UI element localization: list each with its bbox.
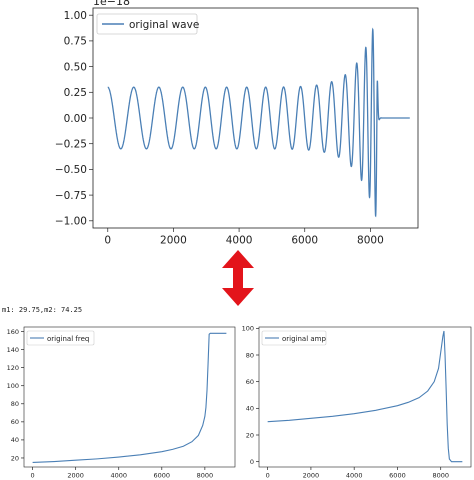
wave-ytick-label: 0.50 <box>64 61 87 73</box>
wave-ytick-label: 1.00 <box>64 10 87 22</box>
wave-xtick-label: 0 <box>104 235 111 247</box>
freq-series-line <box>32 332 227 464</box>
amp-ytick-label: 80 <box>246 351 254 359</box>
amp-ytick-label: 40 <box>246 405 254 413</box>
wave-legend: original wave <box>96 13 199 35</box>
freq-ytick-label: 20 <box>11 454 19 462</box>
wave-ytick-label: 0.00 <box>64 113 87 125</box>
amp-legend: original amp <box>261 330 326 346</box>
amp-plot-frame <box>258 326 472 468</box>
amp-legend-label: original amp <box>282 335 326 343</box>
freq-xtick-label: 6000 <box>154 472 171 480</box>
freq-ytick-label: 60 <box>11 418 19 426</box>
freq-chart: 20 40 60 80 100 120 140 160 0 2000 4000 6000 8000 o… <box>7 326 236 480</box>
amp-series-line <box>267 330 463 463</box>
amp-xtick-label: 8000 <box>432 472 449 480</box>
wave-xtick-label: 6000 <box>291 235 318 247</box>
amp-chart: 0 20 40 60 80 100 0 2000 4000 6000 8000 original … <box>242 325 472 480</box>
freq-plot-frame <box>23 326 236 468</box>
freq-ytick-label: 100 <box>7 382 19 390</box>
amp-xtick-label: 4000 <box>346 472 363 480</box>
wave-ytick-label: −1.00 <box>55 216 87 228</box>
wave-ytick-label: −0.25 <box>55 138 87 150</box>
freq-xtick-label: 0 <box>31 472 35 480</box>
freq-ytick-label: 80 <box>11 400 19 408</box>
freq-legend-label: original freq <box>47 335 89 343</box>
freq-xtick-label: 8000 <box>197 472 214 480</box>
wave-xtick-label: 2000 <box>160 235 187 247</box>
amp-xtick-label: 6000 <box>389 472 406 480</box>
wave-xtick-label: 8000 <box>357 235 384 247</box>
wave-chart: 1.00 0.75 0.50 0.25 0.00 −0.25 −0.50 −0.75 −1.00… <box>55 0 419 247</box>
amp-ytick-label: 100 <box>242 325 254 333</box>
amp-ytick-label: 20 <box>246 431 254 439</box>
amp-xtick-label: 0 <box>266 472 270 480</box>
freq-ytick-label: 140 <box>7 346 19 354</box>
freq-xtick-label: 4000 <box>110 472 127 480</box>
wave-ytick-label: −0.75 <box>55 190 87 202</box>
freq-ytick-label: 120 <box>7 364 19 372</box>
amp-xtick-label: 2000 <box>303 472 320 480</box>
freq-ytick-label: 160 <box>7 328 19 336</box>
wave-ytick-label: 0.75 <box>64 36 87 48</box>
amp-ytick-label: 0 <box>250 458 254 466</box>
freq-xtick-label: 2000 <box>67 472 84 480</box>
amp-ytick-label: 60 <box>246 378 254 386</box>
mass-annotation: m1: 29.75,m2: 74.25 <box>2 306 83 314</box>
wave-ytick-label: −0.50 <box>55 164 87 176</box>
wave-xtick-label: 4000 <box>226 235 253 247</box>
wave-ytick-label: 0.25 <box>64 87 87 99</box>
freq-ytick-label: 40 <box>11 436 19 444</box>
wave-series-line <box>107 27 410 218</box>
wave-legend-label: original wave <box>129 19 199 31</box>
freq-legend: original freq <box>26 330 95 346</box>
double-arrow-icon <box>222 250 254 306</box>
wave-offset-text: 1e−18 <box>93 0 130 8</box>
